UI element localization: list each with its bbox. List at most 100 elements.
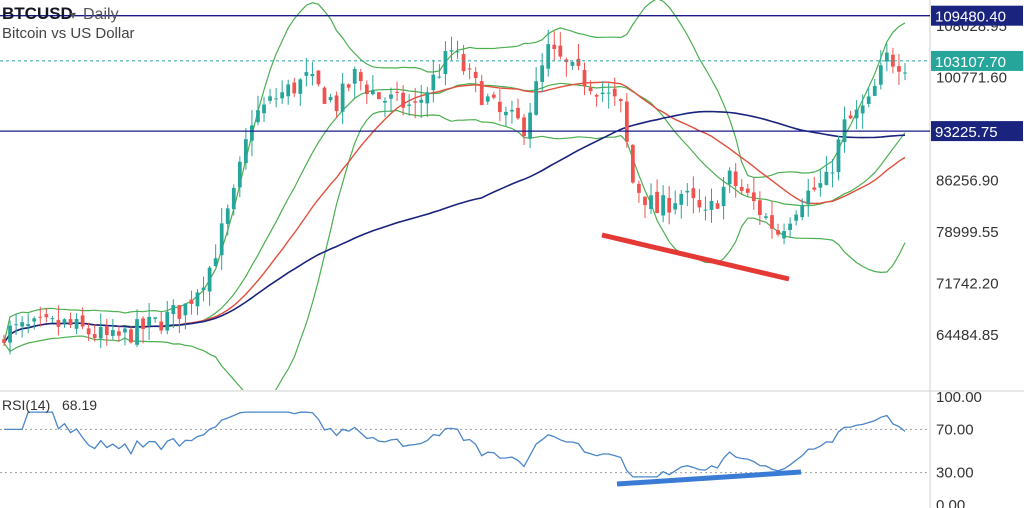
candle-body: [123, 328, 127, 333]
candle-body: [473, 71, 478, 78]
candle-body: [8, 325, 12, 343]
candle-body: [165, 311, 170, 331]
candle-body: [20, 322, 25, 327]
candle-body: [782, 231, 786, 239]
candle-body: [401, 92, 405, 108]
candle-body: [92, 334, 97, 338]
candle-body: [419, 99, 424, 103]
candle-body: [643, 196, 647, 206]
level-price-tag[interactable]: [931, 121, 1023, 142]
candle-body: [352, 68, 357, 84]
candle-body: [558, 45, 563, 57]
candle-body: [528, 112, 532, 139]
price-tick-label: 86256.90: [936, 173, 999, 190]
candle-body: [570, 62, 575, 66]
candle-body: [491, 94, 496, 98]
level-price-label: 93225.75: [935, 124, 998, 141]
candle-body: [594, 95, 599, 97]
candle-body: [745, 188, 750, 193]
current-price-label: 103107.70: [935, 54, 1006, 71]
price-tick-label: 78999.55: [936, 224, 999, 241]
candle-body: [443, 51, 448, 75]
candle-body: [552, 44, 557, 50]
candle-body: [455, 51, 460, 53]
candle-body: [256, 110, 260, 123]
candle-body: [866, 96, 871, 104]
candle-body: [407, 104, 412, 106]
candle-body: [751, 192, 756, 202]
rsi-line: [4, 411, 906, 478]
candle-body: [479, 81, 484, 105]
candle-body: [86, 328, 91, 335]
rsi-tick-label: 70.00: [936, 421, 974, 438]
candle-body: [588, 87, 593, 92]
candle-body: [68, 319, 73, 325]
candle-body: [340, 83, 345, 112]
rsi-tick-label: 30.00: [936, 465, 974, 482]
candle-body: [159, 321, 164, 331]
candle-body: [600, 92, 605, 95]
candle-body: [764, 216, 768, 218]
rsi-panel[interactable]: [0, 393, 930, 508]
candle-series: [2, 29, 907, 355]
candle-body: [50, 318, 55, 320]
candle-body: [576, 58, 581, 66]
candle-body: [195, 292, 200, 307]
candle-body: [328, 96, 333, 101]
candle-body: [540, 65, 545, 83]
candle-body: [878, 65, 883, 85]
candle-body: [322, 87, 327, 104]
candle-body: [147, 316, 152, 326]
candle-body: [280, 92, 285, 99]
candle-body: [104, 326, 109, 336]
candle-body: [135, 319, 139, 345]
candle-body: [679, 193, 684, 205]
candle-body: [812, 187, 817, 190]
candle-body: [721, 186, 726, 207]
candle-body: [854, 109, 859, 119]
candle-body: [872, 85, 877, 96]
candle-body: [770, 215, 774, 229]
candle-body: [183, 303, 188, 316]
horizontal-levels: [0, 15, 930, 132]
candle-body: [522, 117, 526, 136]
candle-body: [129, 329, 133, 343]
candle-body: [292, 82, 297, 94]
interval-label[interactable]: Daily: [83, 6, 119, 23]
candle-body: [310, 73, 315, 77]
candle-body: [757, 200, 762, 215]
level-price-label: 109480.40: [935, 9, 1006, 26]
candle-body: [346, 84, 351, 88]
candle-body: [794, 214, 799, 221]
candle-body: [618, 99, 623, 101]
candle-body: [98, 326, 103, 339]
current-price-tag[interactable]: [931, 50, 1023, 71]
candle-body: [661, 195, 665, 216]
symbol-label[interactable]: BTCUSD: [2, 4, 73, 23]
price-tick-label: 100771.60: [936, 70, 1007, 87]
candle-body: [141, 318, 145, 330]
candle-body: [207, 267, 212, 292]
symbol-description: Bitcoin vs US Dollar: [2, 25, 135, 42]
symbol-dropdown-icon[interactable]: ▾: [70, 8, 76, 22]
candle-body: [624, 101, 629, 142]
candle-body: [237, 161, 242, 188]
rsi-value: 68.19: [62, 397, 97, 413]
candle-body: [824, 171, 829, 185]
candle-body: [395, 91, 399, 93]
price-divergence-line[interactable]: [601, 232, 790, 282]
candle-body: [383, 100, 387, 103]
rsi-divergence-line[interactable]: [616, 469, 802, 487]
candle-body: [171, 305, 176, 315]
level-price-tag[interactable]: [931, 5, 1023, 26]
candle-body: [56, 319, 61, 327]
candle-body: [268, 96, 272, 101]
candle-body: [80, 315, 85, 327]
candle-body: [334, 95, 339, 112]
candle-body: [38, 316, 43, 318]
candle-body: [510, 109, 514, 112]
candle-body: [213, 258, 218, 267]
price-axis[interactable]: 108028.95100771.6086256.9078999.5571742.…: [931, 5, 1023, 344]
candle-body: [667, 197, 672, 213]
